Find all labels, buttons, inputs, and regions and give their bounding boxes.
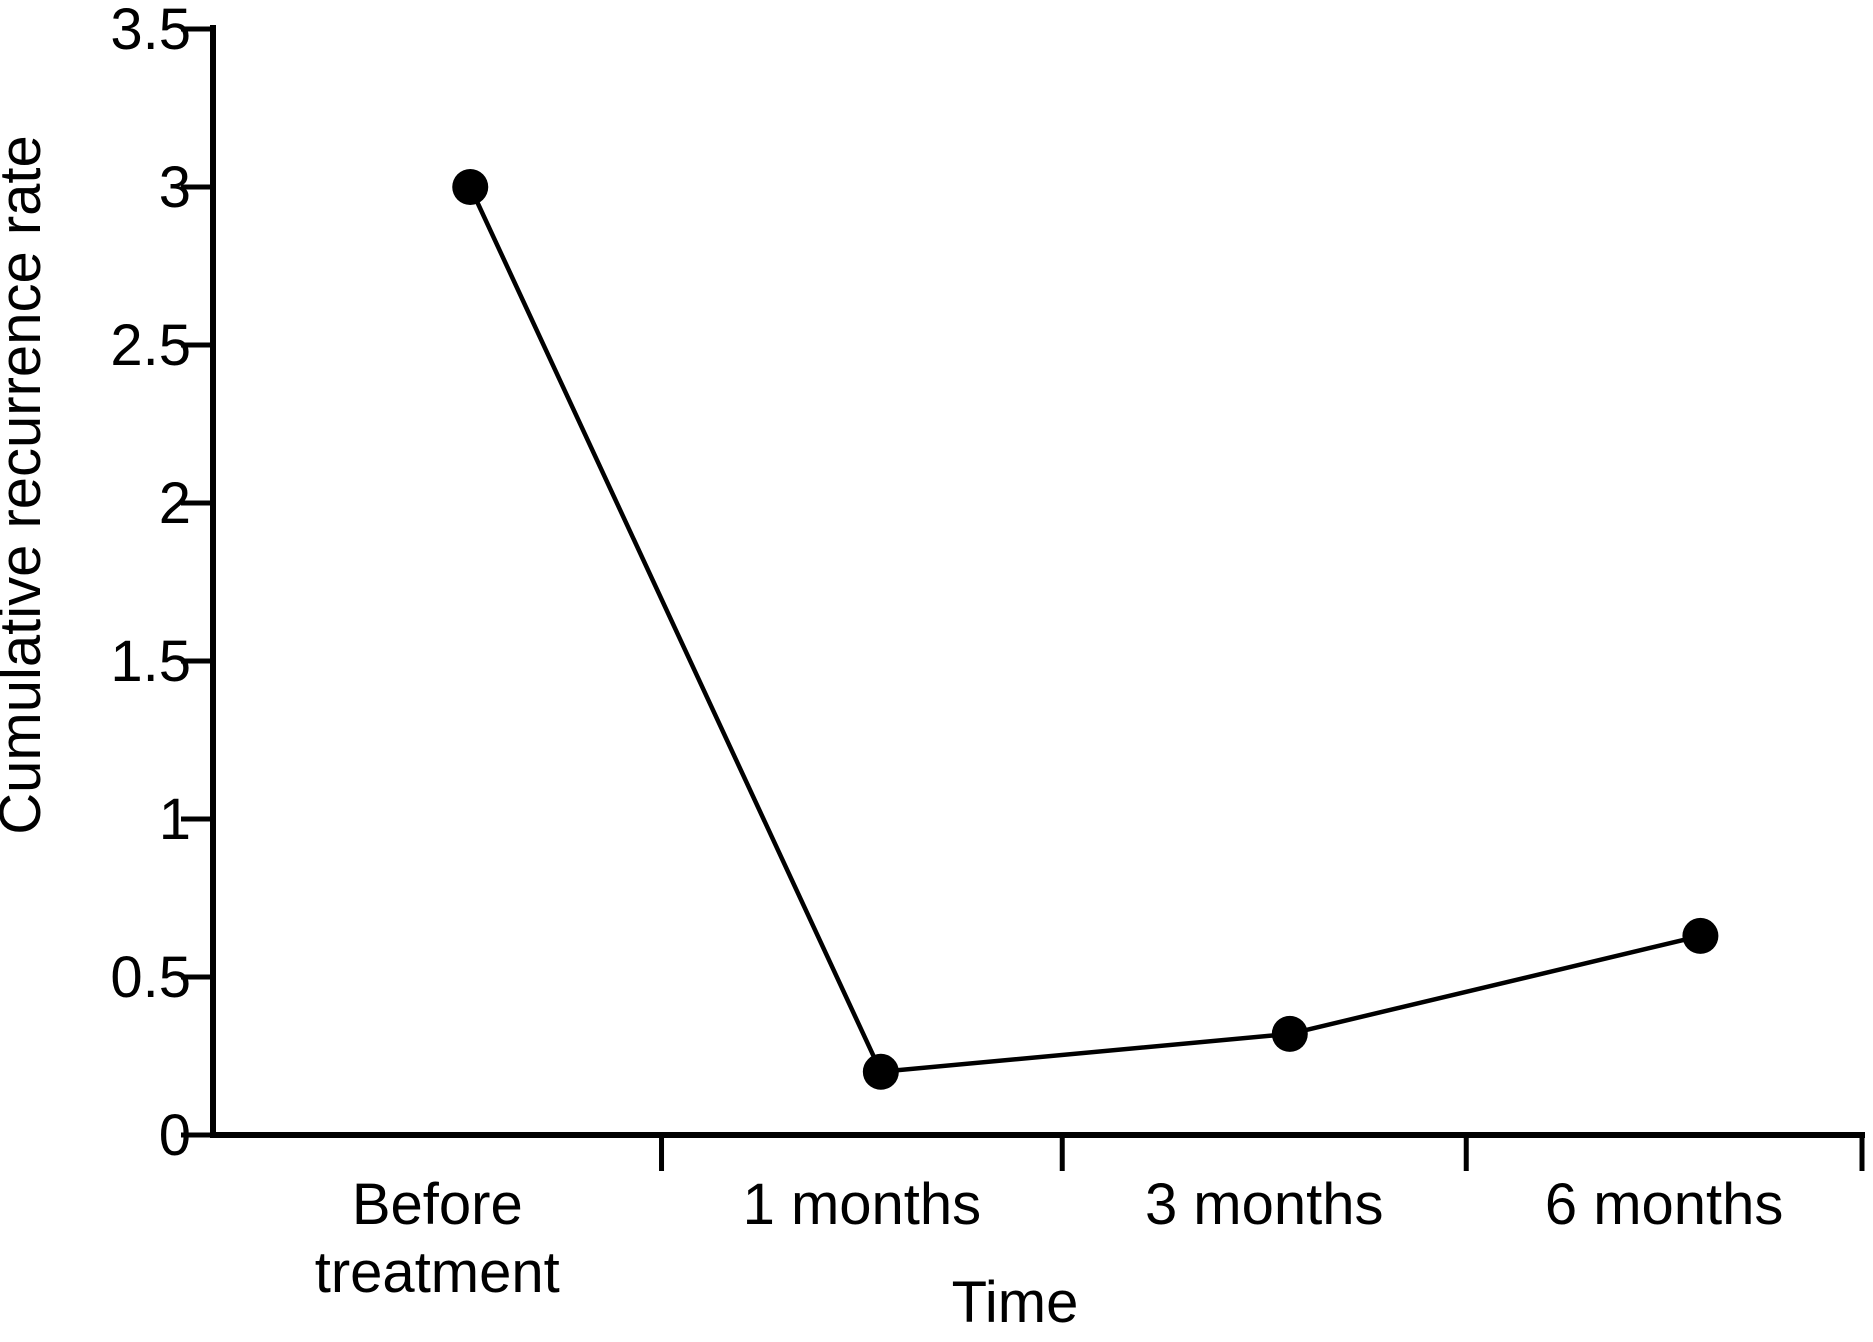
data-point — [1682, 917, 1719, 954]
x-tick-label: 1 months — [743, 1172, 982, 1237]
y-tick-label: 1 — [159, 787, 191, 852]
y-axis-title: Cumulative recurrence rate — [0, 135, 53, 835]
x-tick-label: 6 months — [1545, 1172, 1784, 1237]
axis-ticks — [181, 26, 1865, 1171]
data-point — [1271, 1015, 1308, 1052]
x-tick-label: treatment — [315, 1240, 560, 1305]
data-point — [862, 1053, 899, 1090]
x-tick-label: Before — [352, 1172, 523, 1237]
series-line — [468, 186, 1701, 1075]
y-tick-label: 3.5 — [110, 0, 191, 62]
data-point — [452, 169, 489, 205]
y-tick-label: 3 — [159, 155, 191, 220]
x-axis-title: Time — [952, 1270, 1079, 1335]
y-tick-label: 0 — [159, 1103, 191, 1168]
y-tick-label: 2 — [159, 471, 191, 536]
y-tick-label: 0.5 — [110, 945, 191, 1010]
y-tick-label: 1.5 — [110, 629, 191, 694]
y-tick-label: 2.5 — [110, 313, 191, 378]
axes — [210, 25, 1865, 1138]
x-tick-label: 3 months — [1145, 1172, 1384, 1237]
data-series — [452, 169, 1719, 1090]
